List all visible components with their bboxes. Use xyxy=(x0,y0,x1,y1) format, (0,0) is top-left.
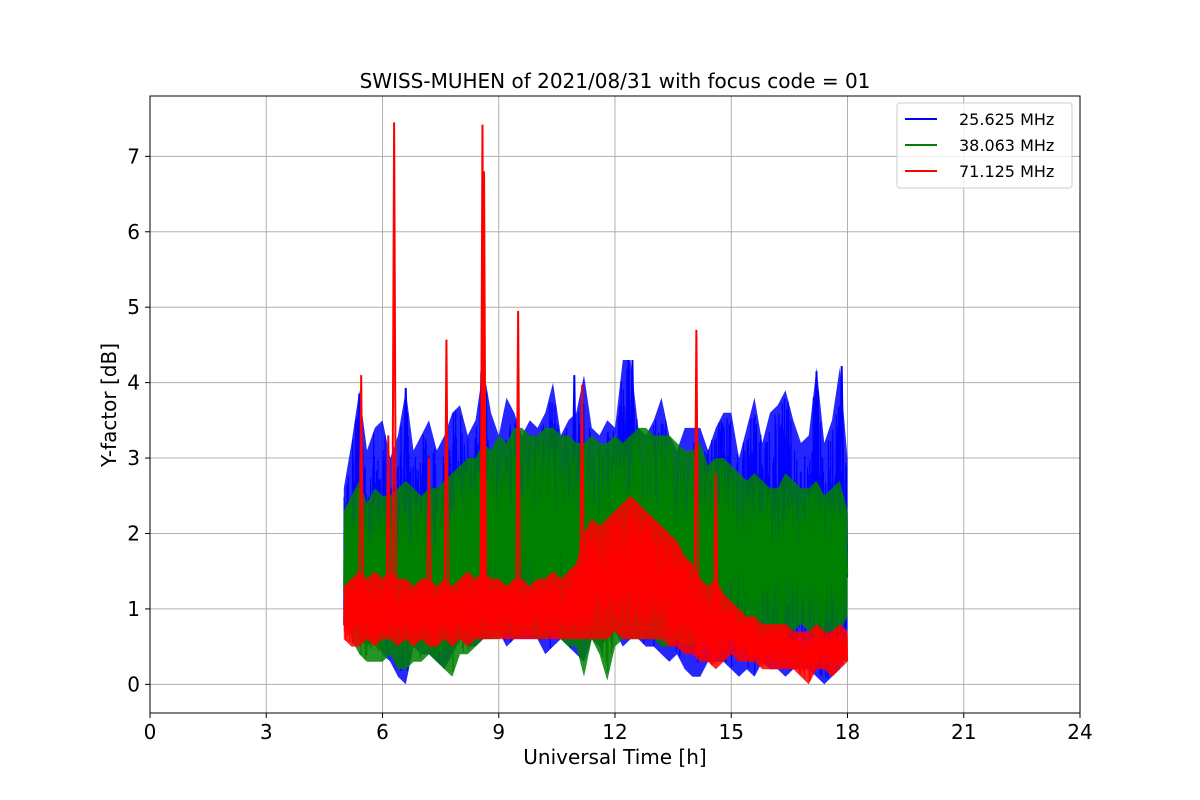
spike-mark xyxy=(443,339,450,623)
spike-mark xyxy=(426,458,432,621)
x-tick-label: 12 xyxy=(602,720,627,744)
spike-mark xyxy=(579,384,586,599)
y-tick-label: 0 xyxy=(127,672,140,696)
legend-box xyxy=(896,102,1073,189)
x-tick-label: 6 xyxy=(376,720,389,744)
plot-area xyxy=(343,122,849,685)
x-axis-label: Universal Time [h] xyxy=(523,745,706,769)
chart-title: SWISS-MUHEN of 2021/08/31 with focus cod… xyxy=(360,69,871,93)
spike-mark xyxy=(391,122,398,619)
x-tick-label: 9 xyxy=(492,720,505,744)
y-tick-label: 5 xyxy=(127,295,140,319)
y-tick-label: 3 xyxy=(127,446,140,470)
legend-label: 25.625 MHz xyxy=(959,110,1054,129)
legend-label: 38.063 MHz xyxy=(959,136,1054,155)
spike-mark xyxy=(712,473,719,621)
y-tick-label: 6 xyxy=(127,220,140,244)
x-tick-label: 0 xyxy=(144,720,157,744)
x-tick-label: 15 xyxy=(719,720,744,744)
y-tick-label: 2 xyxy=(127,521,140,545)
spike-mark xyxy=(479,124,486,617)
spike-mark xyxy=(813,371,820,495)
y-tick-label: 4 xyxy=(127,371,140,395)
spike-mark xyxy=(385,435,392,618)
y-axis-label: Y-factor [dB] xyxy=(97,343,121,468)
spike-mark xyxy=(481,171,488,617)
spike-mark xyxy=(402,387,409,508)
x-tick-label: 21 xyxy=(951,720,976,744)
legend-label: 71.125 MHz xyxy=(959,162,1054,181)
series-71-125-mhz xyxy=(343,122,849,685)
x-tick-label: 3 xyxy=(260,720,273,744)
y-tick-label: 1 xyxy=(127,597,140,621)
x-tick-label: 18 xyxy=(835,720,860,744)
spike-mark xyxy=(838,366,845,508)
spike-mark xyxy=(515,310,522,621)
spike-mark xyxy=(693,329,700,617)
y-tick-label: 7 xyxy=(127,144,140,168)
legend: 25.625 MHz 38.063 MHz 71.125 MHz xyxy=(896,102,1073,189)
x-tick-label: 24 xyxy=(1067,720,1092,744)
spike-mark xyxy=(358,375,365,618)
